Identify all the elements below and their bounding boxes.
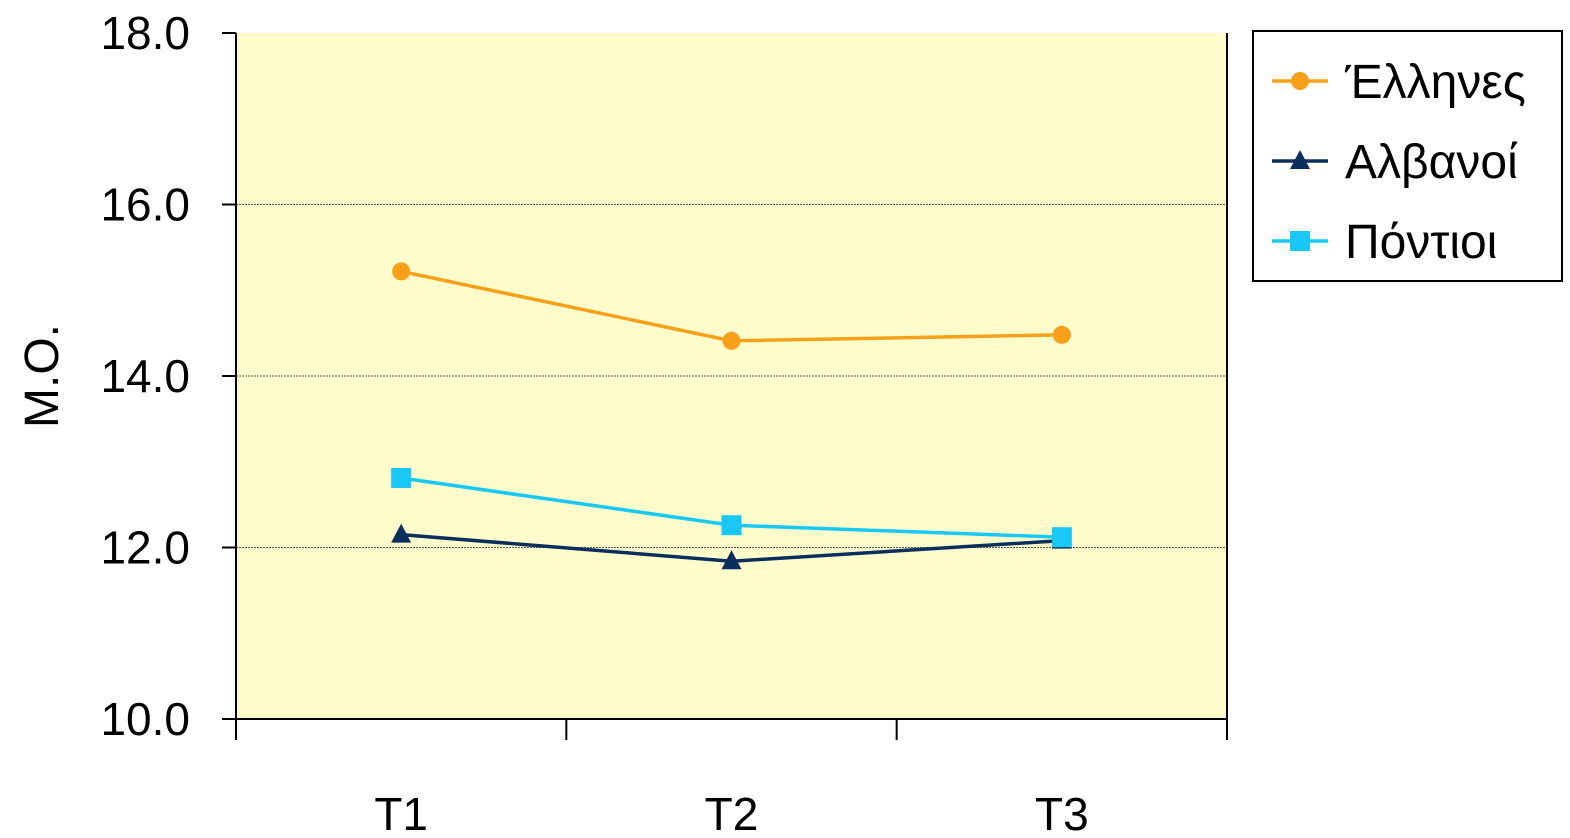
data-point-circle	[392, 262, 411, 281]
legend-label: Αλβανοί	[1345, 136, 1518, 189]
data-point-circle	[722, 331, 741, 350]
y-tick-label: 18.0	[100, 7, 190, 59]
legend: Έλληνες Αλβανοί Πόντιοι	[1252, 30, 1563, 282]
data-point-square	[721, 515, 742, 536]
data-point-triangle	[391, 523, 412, 543]
series-layer	[391, 262, 1072, 570]
legend-marker-square	[1290, 231, 1310, 251]
x-tick-label: T1	[374, 788, 428, 838]
y-tick-label: 14.0	[100, 350, 190, 402]
y-tick-label: 12.0	[100, 522, 190, 574]
data-point-square	[1051, 527, 1072, 548]
y-tick-label: 10.0	[100, 693, 190, 745]
y-ticks: 10.0 12.0 14.0 16.0 18.0	[100, 7, 236, 745]
legend-label: Πόντιοι	[1345, 216, 1497, 269]
x-tick-label: T2	[705, 788, 759, 838]
legend-marker-circle	[1291, 72, 1309, 90]
data-point-triangle	[721, 550, 742, 570]
data-point-square	[391, 468, 412, 489]
series-1	[392, 262, 1071, 350]
legend-label: Έλληνες	[1344, 56, 1526, 109]
axes	[235, 33, 1228, 740]
legend-entry: Έλληνες	[1272, 56, 1526, 109]
legend-entry: Αλβανοί	[1272, 136, 1518, 189]
series-3	[391, 468, 1072, 548]
y-tick-label: 16.0	[100, 179, 190, 231]
x-tick-label: T3	[1035, 788, 1089, 838]
x-ticks: T1 T2 T3	[235, 719, 1228, 838]
legend-entry: Πόντιοι	[1272, 216, 1497, 269]
data-point-circle	[1052, 325, 1071, 344]
y-axis-title: Μ.Ο.	[16, 324, 69, 428]
legend-marker-triangle	[1290, 150, 1310, 169]
